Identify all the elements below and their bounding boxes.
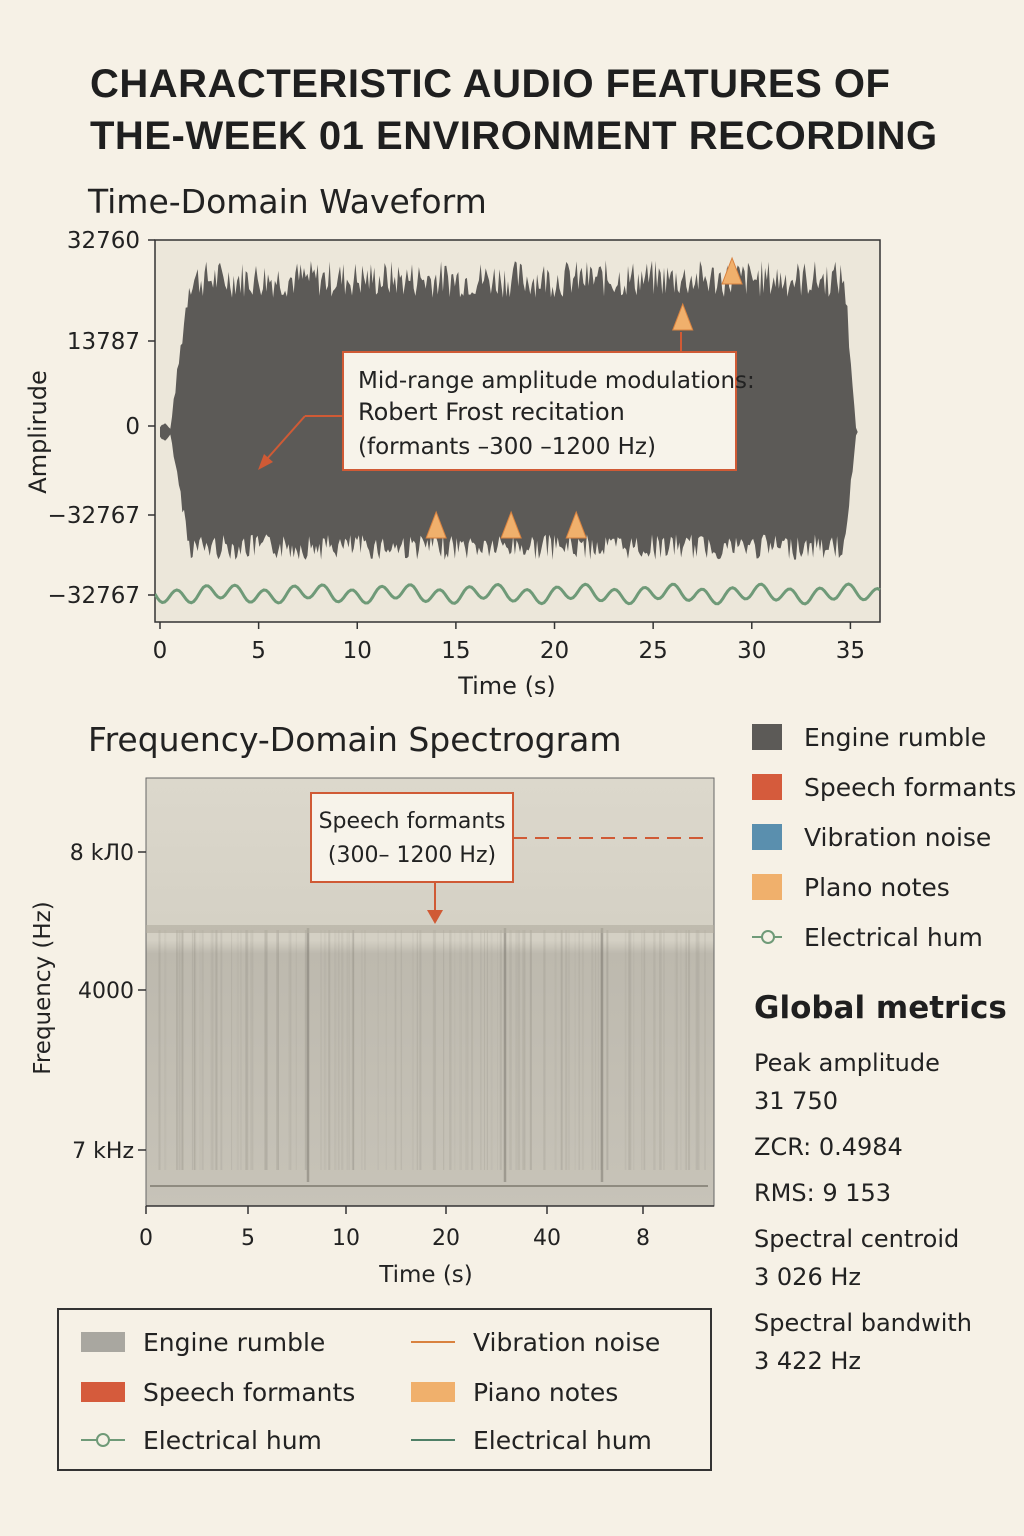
chart-title: CHARACTERISTIC AUDIO FEATURES OF THE-WEE… <box>90 58 1010 162</box>
waveform-ytick-label: 32760 <box>67 228 140 254</box>
waveform-annotation: Mid-range amplitude modulations: Robert … <box>258 332 755 471</box>
legend-swatch <box>752 824 782 850</box>
waveform-xtick-label: 25 <box>639 638 668 664</box>
metrics-heading: Global metrics <box>754 990 1007 1026</box>
waveform-chart: 32760 13787 0 −32767 −32767 0 5 10 15 20 25 30 35 A… <box>24 228 881 700</box>
legend-right-item: Plano notes <box>752 862 1022 912</box>
legend-swatch <box>752 774 782 800</box>
waveform-annotation-line-3: (formants –300 –1200 Hz) <box>358 434 656 460</box>
legend-label: Electrical hum <box>473 1425 652 1455</box>
spectrogram-ytick-label: 8 kЛ0 <box>70 841 134 866</box>
waveform-xtick-label: 20 <box>540 638 569 664</box>
spectrogram-xtick-label: 10 <box>332 1226 360 1251</box>
legend-right-item: Electrical hum <box>752 912 1022 962</box>
chart-title-line-1: CHARACTERISTIC AUDIO FEATURES OF <box>90 62 891 106</box>
piano-note-marker-2 <box>500 510 522 539</box>
waveform-ytick-label: −32767 <box>48 583 140 609</box>
metric-item: Spectral bandwith 3 422 Hz <box>754 1304 1022 1380</box>
waveform-xtick-label: 5 <box>251 638 266 664</box>
waveform-ytick-label: 13787 <box>67 329 140 355</box>
legend-bottom-item: Piano notes <box>411 1372 618 1412</box>
waveform-xtick-label: 10 <box>343 638 372 664</box>
spectrogram-annotation-line-1: Speech formants <box>319 809 506 834</box>
piano-note-marker-1 <box>425 510 447 539</box>
metric-line: 3 422 Hz <box>754 1347 861 1375</box>
waveform-xtick-label: 35 <box>836 638 865 664</box>
legend-swatch <box>752 724 782 750</box>
legend-label: Speech formants <box>804 772 1017 802</box>
chart-title-line-2: THE-WEEK 01 ENVIRONMENT RECORDING <box>90 114 938 158</box>
legend-label: Vibration noise <box>473 1327 661 1357</box>
legend-swatch <box>752 924 782 950</box>
legend-swatch <box>752 874 782 900</box>
spectrogram-xtick-label: 0 <box>139 1226 153 1251</box>
metric-line: 3 026 Hz <box>754 1263 861 1291</box>
waveform-annotation-line-2: Robert Frost recitation <box>358 398 625 426</box>
piano-note-marker-4 <box>672 302 694 331</box>
waveform-title: Time-Domain Waveform <box>88 182 487 221</box>
legend-swatch <box>81 1382 125 1402</box>
legend-right-item: Vibration noise <box>752 812 1022 862</box>
legend-swatch <box>411 1382 455 1402</box>
waveform-ytick-label: −32767 <box>48 503 140 529</box>
spectrogram-xtick-label: 8 <box>636 1226 650 1251</box>
legend-label: Engine rumble <box>143 1327 326 1357</box>
spectrogram-xtick-label: 20 <box>432 1226 460 1251</box>
spectrogram-ylabel: Frequency (Hz) <box>30 901 56 1074</box>
legend-swatch <box>411 1332 455 1352</box>
spectrogram-annotation-line-2: (300– 1200 Hz) <box>328 843 496 868</box>
legend-bottom-item: Engine rumble <box>81 1322 325 1362</box>
spectrogram-ytick-label: 4000 <box>78 979 134 1004</box>
legend-label: Speech formants <box>143 1377 356 1407</box>
spectrogram-xtick-label: 40 <box>533 1226 561 1251</box>
legend-label: Plano notes <box>804 872 950 902</box>
legend-label: Vibration noise <box>804 822 992 852</box>
metric-line: RMS: 9 153 <box>754 1179 892 1207</box>
legend-label: Piano notes <box>473 1377 619 1407</box>
legend-bottom: Engine rumble Vibration noise Speech forma… <box>57 1308 712 1471</box>
waveform-annotation-line-1: Mid-range amplitude modulations: <box>358 368 755 394</box>
waveform-ytick-label: 0 <box>125 414 140 440</box>
metric-line: Spectral bandwith <box>754 1309 973 1337</box>
metric-item: ZCR: 0.4984 <box>754 1128 1022 1166</box>
spectrogram-title: Frequency-Domain Spectrogram <box>88 720 622 759</box>
legend-label: Engine rumble <box>804 722 987 752</box>
spectrogram-ytick-label: 7 kHz <box>72 1139 134 1164</box>
legend-swatch <box>81 1332 125 1352</box>
spectrogram-annotation: Speech formants (300– 1200 Hz) <box>310 792 708 924</box>
metric-line: Spectral centroid <box>754 1225 960 1253</box>
waveform-xtick-label: 15 <box>441 638 470 664</box>
spectrogram-xtick-label: 5 <box>241 1226 255 1251</box>
metric-item: RMS: 9 153 <box>754 1174 1022 1212</box>
legend-swatch <box>81 1430 125 1450</box>
legend-bottom-item: Electrical hum <box>411 1420 652 1460</box>
metric-line: Peak amplitude <box>754 1049 940 1077</box>
legend-label: Electrical hum <box>143 1425 322 1455</box>
metric-line: 31 750 <box>754 1087 838 1115</box>
global-metrics: Global metrics Peak amplitude 31 750 ZCR: … <box>754 990 1022 1388</box>
legend-right: Engine rumble Speech formants Vibration no… <box>752 712 1022 962</box>
legend-right-item: Speech formants <box>752 762 1022 812</box>
piano-note-marker-5 <box>721 256 743 285</box>
waveform-hum-line <box>153 582 881 606</box>
legend-bottom-item: Vibration noise <box>411 1322 660 1362</box>
metric-line: ZCR: 0.4984 <box>754 1133 903 1161</box>
spectrogram-xlabel: Time (s) <box>378 1262 473 1288</box>
waveform-xlabel: Time (s) <box>457 672 556 700</box>
waveform-ylabel: Amplirude <box>24 370 52 493</box>
waveform-xtick-label: 30 <box>737 638 766 664</box>
legend-bottom-item: Speech formants <box>81 1372 355 1412</box>
metric-item: Peak amplitude 31 750 <box>754 1044 1022 1120</box>
legend-label: Electrical hum <box>804 922 983 952</box>
metric-item: Spectral centroid 3 026 Hz <box>754 1220 1022 1296</box>
legend-right-item: Engine rumble <box>752 712 1022 762</box>
piano-note-marker-3 <box>565 510 587 539</box>
waveform-xtick-label: 0 <box>153 638 168 664</box>
legend-swatch <box>411 1430 455 1450</box>
legend-bottom-item: Electrical hum <box>81 1420 322 1460</box>
